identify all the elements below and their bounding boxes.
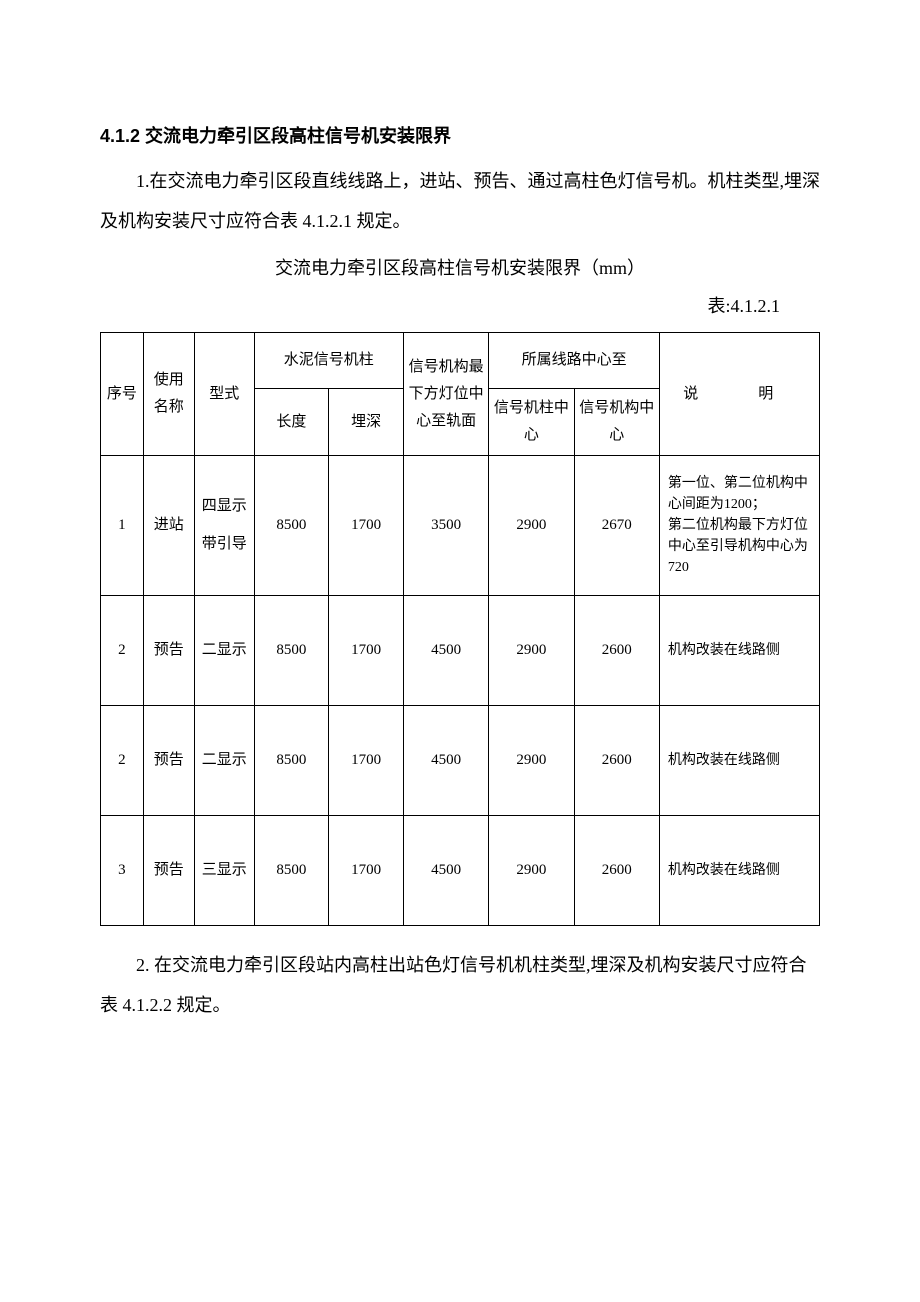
header-lamp: 信号机构最下方灯位中心至轨面	[403, 333, 488, 456]
cell-length: 8500	[254, 706, 329, 816]
cell-post: 2900	[489, 706, 574, 816]
cell-desc: 第一位、第二位机构中心间距为1200； 第二位机构最下方灯位中心至引导机构中心为…	[659, 456, 819, 596]
cell-type-b: 带引导	[199, 526, 250, 564]
cell-name: 预告	[143, 596, 194, 706]
table-row: 1 进站 四显示 带引导 8500 1700 3500 2900 2670 第一…	[101, 456, 820, 596]
cell-depth: 1700	[329, 816, 404, 926]
section-heading: 4.1.2 交流电力牵引区段高柱信号机安装限界	[100, 120, 820, 152]
cell-depth: 1700	[329, 456, 404, 596]
header-type: 型式	[194, 333, 254, 456]
header-line-center: 所属线路中心至	[489, 333, 660, 389]
cell-length: 8500	[254, 456, 329, 596]
cell-post: 2900	[489, 596, 574, 706]
cell-length: 8500	[254, 596, 329, 706]
header-post-center: 信号机柱中心	[489, 389, 574, 456]
header-mech-center: 信号机构中心	[574, 389, 659, 456]
cell-desc: 机构改装在线路侧	[659, 596, 819, 706]
cell-desc: 机构改装在线路侧	[659, 816, 819, 926]
table-title: 交流电力牵引区段高柱信号机安装限界（mm）	[100, 252, 820, 284]
cell-seq: 2	[101, 596, 144, 706]
cell-lamp: 4500	[403, 706, 488, 816]
installation-limits-table: 序号 使用名称 型式 水泥信号机柱 信号机构最下方灯位中心至轨面 所属线路中心至…	[100, 332, 820, 926]
cell-name: 预告	[143, 816, 194, 926]
cell-post: 2900	[489, 456, 574, 596]
table-row: 2 预告 二显示 8500 1700 4500 2900 2600 机构改装在线…	[101, 596, 820, 706]
table-row: 3 预告 三显示 8500 1700 4500 2900 2600 机构改装在线…	[101, 816, 820, 926]
table-row: 2 预告 二显示 8500 1700 4500 2900 2600 机构改装在线…	[101, 706, 820, 816]
cell-mech: 2670	[574, 456, 659, 596]
cell-desc: 机构改装在线路侧	[659, 706, 819, 816]
cell-lamp: 3500	[403, 456, 488, 596]
table-number: 表:4.1.2.1	[100, 290, 820, 322]
cell-length: 8500	[254, 816, 329, 926]
cell-mech: 2600	[574, 706, 659, 816]
cell-seq: 3	[101, 816, 144, 926]
header-depth: 埋深	[329, 389, 404, 456]
paragraph-2: 2. 在交流电力牵引区段站内高柱出站色灯信号机机柱类型,埋深及机构安装尺寸应符合…	[100, 946, 820, 1025]
cell-type: 四显示 带引导	[194, 456, 254, 596]
cell-type: 三显示	[194, 816, 254, 926]
paragraph-1: 1.在交流电力牵引区段直线线路上，进站、预告、通过高柱色灯信号机。机柱类型,埋深…	[100, 162, 820, 241]
header-length: 长度	[254, 389, 329, 456]
cell-mech: 2600	[574, 816, 659, 926]
header-use-name: 使用名称	[143, 333, 194, 456]
cell-name: 预告	[143, 706, 194, 816]
cell-type-a: 四显示	[199, 488, 250, 526]
cell-lamp: 4500	[403, 596, 488, 706]
cell-depth: 1700	[329, 596, 404, 706]
header-concrete: 水泥信号机柱	[254, 333, 403, 389]
header-seq: 序号	[101, 333, 144, 456]
cell-depth: 1700	[329, 706, 404, 816]
cell-type: 二显示	[194, 706, 254, 816]
cell-mech: 2600	[574, 596, 659, 706]
header-desc: 说 明	[659, 333, 819, 456]
cell-seq: 1	[101, 456, 144, 596]
cell-name: 进站	[143, 456, 194, 596]
cell-lamp: 4500	[403, 816, 488, 926]
cell-post: 2900	[489, 816, 574, 926]
cell-seq: 2	[101, 706, 144, 816]
cell-type: 二显示	[194, 596, 254, 706]
